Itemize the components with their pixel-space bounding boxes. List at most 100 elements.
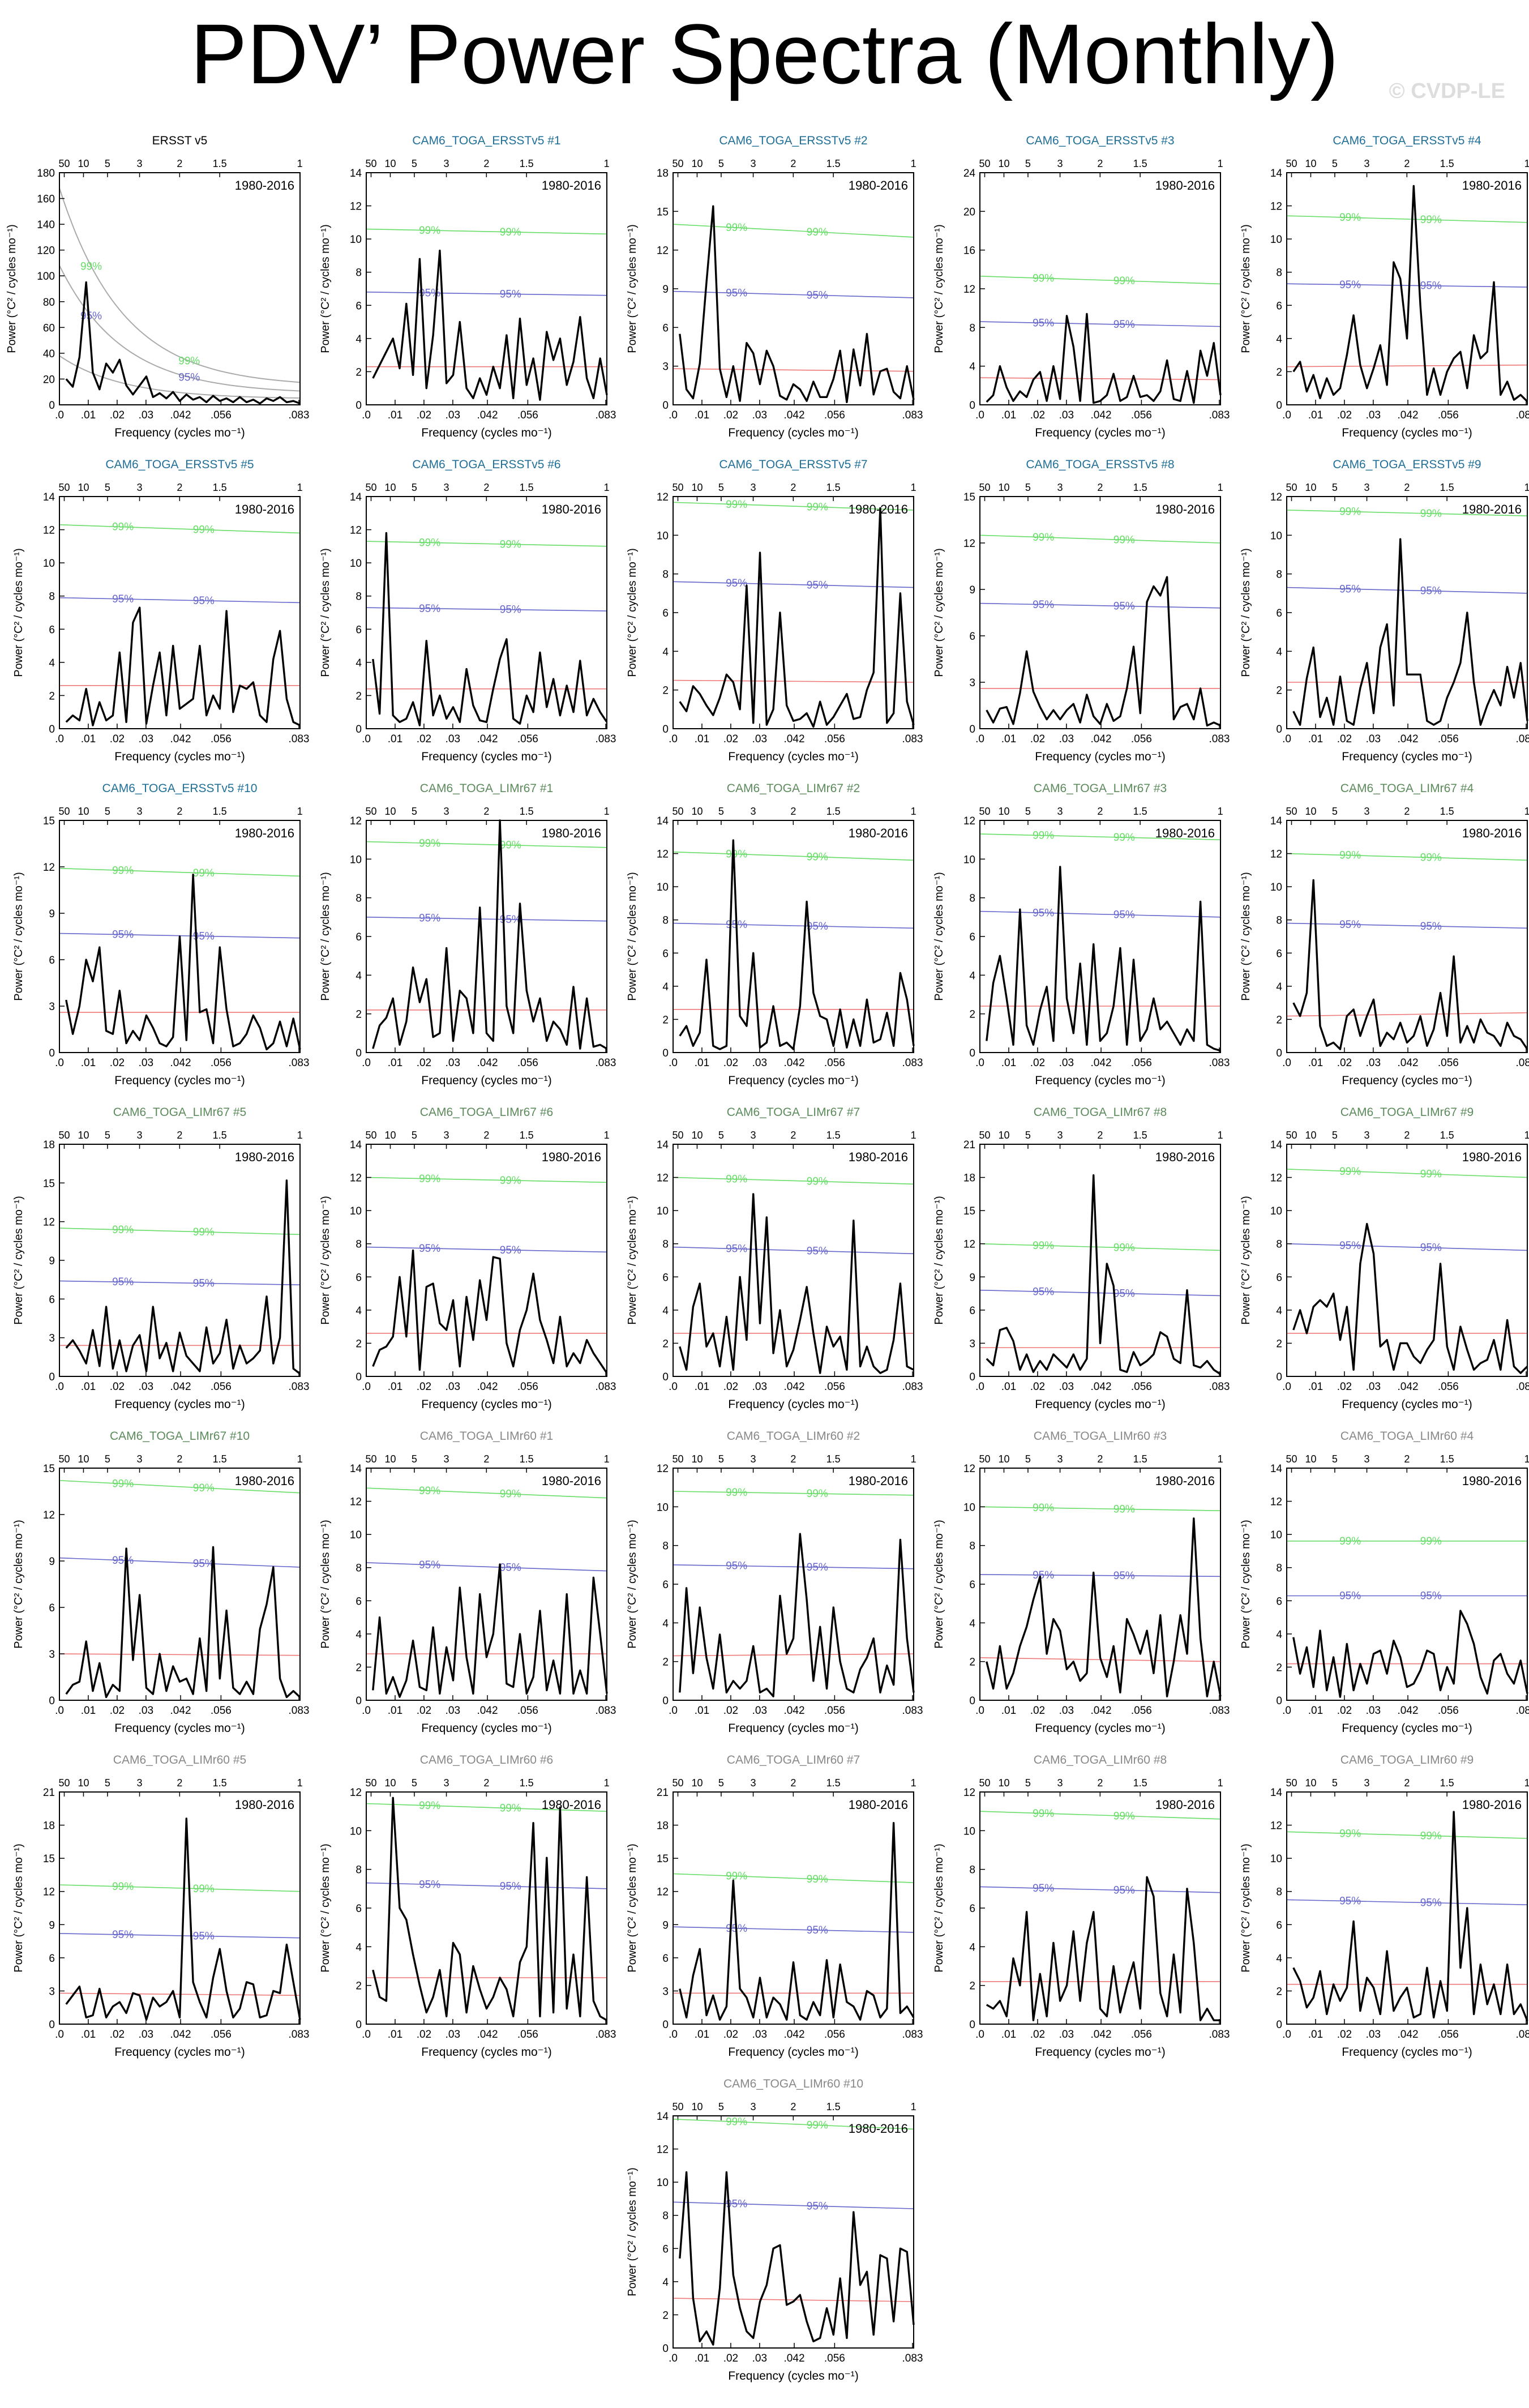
panel-title: CAM6_TOGA_LIMr67 #4 — [1340, 782, 1474, 795]
panel-title: CAM6_TOGA_LIMr60 #1 — [420, 1430, 553, 1443]
x-tick-label: .056 — [517, 1381, 538, 1393]
y-tick-label: 8 — [356, 893, 362, 905]
spectrum-panel: CAM6_TOGA_LIMr60 #5 50 10 5 3 2 1.5 1 99% 99% 95% 9… — [12, 1753, 309, 2059]
y-tick-label: 10 — [43, 558, 55, 570]
x-tick-label: .042 — [477, 733, 498, 745]
x-tick-label: .0 — [362, 2029, 371, 2041]
x-tick-label: .0 — [669, 2029, 678, 2041]
top-tick-label: 5 — [718, 1130, 724, 1141]
ci95-line — [366, 1882, 607, 1889]
y-tick-label: 6 — [969, 1305, 975, 1317]
y-axis-label: Power (°C² / cycles mo⁻¹) — [626, 224, 639, 353]
ci99-label: 99% — [193, 1482, 215, 1494]
ci99-line — [979, 1506, 1221, 1511]
ci99-line — [979, 1811, 1221, 1820]
x-tick-label: .03 — [446, 1381, 460, 1393]
period-label: 1980-2016 — [1155, 502, 1215, 516]
x-axis-label: Frequency (cycles mo⁻¹) — [1035, 750, 1165, 763]
x-tick-label: .042 — [170, 733, 191, 745]
y-tick-label: 14 — [657, 1139, 669, 1151]
top-tick-label: 1 — [1524, 158, 1529, 169]
y-tick-label: 6 — [49, 955, 55, 966]
y-tick-label: 0 — [969, 1371, 975, 1383]
panel-title: CAM6_TOGA_LIMr67 #2 — [727, 782, 860, 795]
ci95-line — [979, 1574, 1221, 1577]
ci95-line — [979, 602, 1221, 609]
y-tick-label: 12 — [1270, 1820, 1282, 1832]
ci99-label: 99% — [1033, 1808, 1054, 1820]
x-tick-label: .02 — [110, 733, 125, 745]
x-tick-label: .01 — [695, 1705, 709, 1717]
y-tick-label: 9 — [662, 284, 669, 296]
ci99-label: 99% — [500, 1803, 521, 1815]
spectrum-line — [1292, 1610, 1528, 1698]
x-tick-label: .02 — [417, 1381, 431, 1393]
x-tick-label: .02 — [1337, 733, 1352, 745]
y-tick-label: 21 — [657, 1787, 669, 1799]
y-tick-label: 12 — [43, 1887, 55, 1898]
spectrum-line — [679, 1193, 914, 1374]
top-tick-label: 2 — [483, 482, 489, 493]
y-tick-label: 12 — [963, 815, 975, 827]
top-tick-label: 50 — [672, 482, 683, 493]
top-tick-label: 2 — [790, 158, 796, 169]
panel-title: CAM6_TOGA_LIMr60 #10 — [723, 2077, 863, 2090]
top-tick-label: 1.5 — [213, 806, 227, 817]
spectrum-panel: CAM6_TOGA_LIMr67 #250 10 5 3 2 1.5 199% 99%95% 9… — [626, 782, 923, 1087]
x-tick-label: .01 — [1001, 1381, 1016, 1393]
top-tick-label: 1 — [1218, 158, 1223, 169]
y-tick-label: 9 — [49, 1556, 55, 1568]
plot-frame — [366, 1791, 607, 2025]
ci99-line — [673, 1177, 914, 1185]
ci95-label: 95% — [1033, 1569, 1054, 1581]
x-tick-label: .01 — [695, 1057, 709, 1069]
top-tick-label: 5 — [1025, 806, 1031, 817]
x-axis-label: Frequency (cycles mo⁻¹) — [1342, 750, 1472, 763]
top-tick-label: 50 — [979, 482, 990, 493]
top-tick-label: 1 — [297, 806, 303, 817]
x-tick-label: .083 — [1209, 409, 1230, 421]
x-tick-label: .0 — [975, 1381, 984, 1393]
ci99-line — [673, 224, 914, 238]
y-tick-label: 0 — [662, 2343, 669, 2355]
y-tick-label: 2 — [662, 1014, 669, 1026]
y-tick-label: 6 — [1276, 1596, 1282, 1607]
x-tick-label: .03 — [446, 1057, 460, 1069]
y-tick-label: 4 — [356, 1305, 362, 1317]
spectrum-line — [986, 313, 1222, 404]
x-tick-label: .056 — [1131, 1381, 1152, 1393]
ci95-label: 95% — [500, 914, 521, 926]
ci95-label: 95% — [419, 287, 440, 299]
ci95-line — [59, 597, 301, 604]
x-tick-label: .056 — [1131, 409, 1152, 421]
y-tick-label: 6 — [356, 1596, 362, 1607]
top-tick-label: 10 — [691, 2101, 703, 2112]
x-tick-label: .056 — [517, 1057, 538, 1069]
ci99-label: 99% — [193, 1883, 215, 1895]
top-tick-label: 3 — [1364, 1130, 1370, 1141]
x-tick-label: .02 — [1030, 1057, 1045, 1069]
y-tick-label: 8 — [1276, 1239, 1282, 1251]
top-tick-label: 2 — [177, 158, 182, 169]
panel-title: CAM6_TOGA_LIMr67 #3 — [1034, 782, 1167, 795]
top-tick-label: 50 — [58, 1453, 70, 1465]
y-tick-label: 12 — [657, 1887, 669, 1898]
y-tick-label: 8 — [662, 2210, 669, 2222]
x-tick-label: .03 — [1059, 409, 1074, 421]
ci99-label: 99% — [1420, 852, 1442, 864]
ci95-label: 95% — [1339, 279, 1361, 291]
ci95-label: 95% — [1033, 599, 1054, 611]
period-label: 1980-2016 — [1462, 178, 1522, 193]
x-axis-label: Frequency (cycles mo⁻¹) — [114, 1398, 245, 1411]
y-tick-label: 15 — [963, 491, 975, 503]
top-tick-label: 10 — [998, 158, 1009, 169]
top-tick-label: 2 — [790, 1453, 796, 1465]
x-tick-label: .042 — [477, 1705, 498, 1717]
x-tick-label: .083 — [902, 2353, 923, 2364]
x-tick-label: .056 — [211, 1381, 232, 1393]
top-tick-label: 10 — [1305, 1453, 1316, 1465]
x-axis-label: Frequency (cycles mo⁻¹) — [114, 1074, 245, 1087]
x-tick-label: .01 — [81, 1381, 96, 1393]
top-tick-label: 1.5 — [520, 1453, 534, 1465]
top-tick-label: 3 — [1057, 1453, 1063, 1465]
